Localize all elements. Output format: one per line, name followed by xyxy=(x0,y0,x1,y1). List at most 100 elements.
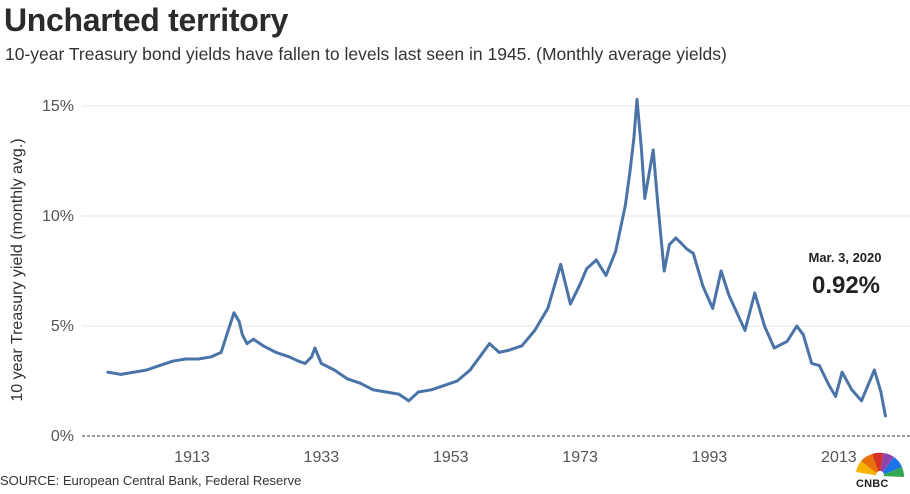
data-point xyxy=(640,148,643,152)
data-point xyxy=(569,302,572,306)
annotation-date: Mar. 3, 2020 xyxy=(809,250,882,265)
data-point xyxy=(397,392,401,396)
data-point xyxy=(628,170,632,174)
data-point xyxy=(303,362,307,365)
data-point xyxy=(879,390,883,394)
data-point xyxy=(442,384,446,387)
x-tick-label: 1973 xyxy=(562,449,598,466)
peacock-feather-5 xyxy=(880,457,902,476)
peacock-feather-2 xyxy=(861,454,880,476)
data-point xyxy=(614,249,618,253)
data-point xyxy=(245,342,249,345)
x-tick-label: 1953 xyxy=(433,449,469,466)
data-point xyxy=(358,381,362,385)
data-point xyxy=(429,388,433,392)
data-point xyxy=(226,331,229,334)
y-axis-label: 10 year Treasury yield (monthly avg.) xyxy=(9,138,26,401)
data-point xyxy=(488,342,491,345)
data-point xyxy=(119,373,123,376)
data-point xyxy=(795,324,799,328)
data-point xyxy=(232,311,236,315)
chart-subtitle: 10-year Treasury bond yields have fallen… xyxy=(5,44,727,64)
peacock-feather-4 xyxy=(880,453,894,476)
data-point xyxy=(319,362,323,365)
series-layer xyxy=(106,97,887,418)
series-line-0 xyxy=(106,97,887,418)
x-tick-label: 2013 xyxy=(821,449,857,466)
data-point xyxy=(384,390,388,394)
data-point xyxy=(727,293,731,297)
data-point xyxy=(210,355,213,359)
data-point xyxy=(701,285,705,288)
data-point xyxy=(345,377,349,381)
data-point xyxy=(241,333,244,337)
data-point xyxy=(297,359,301,363)
data-point xyxy=(604,274,608,277)
data-point xyxy=(497,351,501,354)
data-point xyxy=(662,269,666,273)
chart-title: Uncharted territory xyxy=(4,2,289,38)
data-point xyxy=(546,307,550,310)
data-point xyxy=(158,364,162,367)
data-point xyxy=(594,258,598,262)
data-point xyxy=(873,368,876,372)
data-point xyxy=(274,351,278,354)
annotation-value: 0.92% xyxy=(812,272,880,299)
data-point xyxy=(674,236,678,240)
data-point xyxy=(197,357,200,361)
data-point xyxy=(237,320,241,323)
peacock-feather-6 xyxy=(880,467,905,477)
data-point xyxy=(834,395,837,398)
y-tick-label: 15% xyxy=(42,98,74,115)
data-point xyxy=(171,359,175,363)
data-point xyxy=(772,346,776,350)
gridlines xyxy=(82,105,910,327)
data-point xyxy=(417,390,420,394)
data-point xyxy=(585,267,588,271)
data-point xyxy=(455,379,459,383)
source-note: SOURCE: European Central Bank, Federal R… xyxy=(0,473,302,488)
data-point xyxy=(785,340,789,343)
data-point xyxy=(332,368,336,372)
data-point xyxy=(624,203,627,207)
y-tick-label: 10% xyxy=(42,208,74,225)
data-point xyxy=(632,137,636,141)
y-tick-label: 5% xyxy=(51,318,74,335)
x-tick-label: 1993 xyxy=(692,449,728,466)
x-tick-label: 1933 xyxy=(304,449,340,466)
peacock-feather-1 xyxy=(856,461,880,476)
data-point xyxy=(313,346,317,350)
data-point xyxy=(810,362,814,365)
data-point xyxy=(651,148,655,152)
cnbc-peacock-logo xyxy=(856,452,905,479)
data-point xyxy=(371,388,375,392)
data-point xyxy=(711,307,715,310)
data-point xyxy=(310,355,313,359)
data-point xyxy=(827,384,831,387)
data-point xyxy=(850,388,854,392)
data-point xyxy=(818,364,821,367)
data-point xyxy=(219,351,223,354)
data-point xyxy=(801,333,805,337)
data-point xyxy=(719,269,723,273)
data-point xyxy=(753,291,757,295)
y-tick-label: 0% xyxy=(51,428,74,445)
data-point xyxy=(763,324,766,328)
data-point xyxy=(578,282,582,286)
data-point xyxy=(656,201,660,205)
data-point xyxy=(468,368,472,372)
data-point xyxy=(743,329,747,332)
data-point xyxy=(559,263,563,266)
data-point xyxy=(407,399,411,403)
data-point xyxy=(533,329,537,332)
data-point xyxy=(261,344,265,348)
x-tick-labels: 1913 1933 1953 1973 1993 2013 xyxy=(174,449,857,466)
x-tick-label: 1913 xyxy=(174,449,210,466)
y-tick-labels: 0% 5% 10% 15% xyxy=(42,98,74,445)
data-point xyxy=(643,197,647,200)
data-point xyxy=(635,98,639,101)
data-point xyxy=(679,241,682,244)
data-point xyxy=(287,355,291,359)
data-point xyxy=(132,370,136,374)
